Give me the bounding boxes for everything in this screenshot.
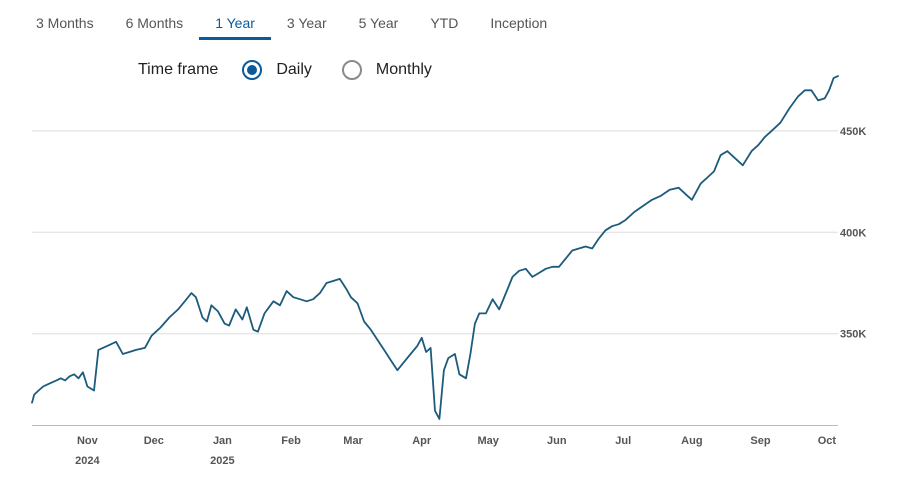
x-tick-label: May (477, 435, 499, 447)
x-tick-label: Jul (615, 435, 631, 447)
x-tick-label: Jun (547, 435, 567, 447)
tab-3-months[interactable]: 3 Months (36, 15, 94, 31)
x-tick-label: Apr (412, 435, 432, 447)
tab-3-year[interactable]: 3 Year (286, 15, 327, 31)
monthly-radio[interactable] (341, 60, 362, 80)
x-tick-year-label: 2024 (75, 455, 100, 467)
x-tick-label: Mar (343, 435, 363, 447)
x-tick-label: Jan (213, 435, 232, 447)
monthly-label: Monthly (375, 61, 432, 78)
y-tick-label: 450K (840, 126, 866, 138)
timeframe-option-monthly[interactable]: Monthly (341, 60, 432, 80)
daily-label: Daily (276, 61, 312, 78)
x-tick-label: Oct (818, 435, 837, 447)
x-tick-label: Dec (144, 435, 164, 447)
y-tick-label: 350K (840, 329, 866, 341)
x-tick-label: Nov (77, 435, 99, 447)
tab-5-year[interactable]: 5 Year (358, 15, 399, 31)
y-tick-label: 400K (840, 227, 866, 239)
x-tick-label: Aug (681, 435, 702, 447)
timeframe-selector: Time frame Daily Monthly (138, 56, 462, 84)
tab-1-year[interactable]: 1 Year (199, 6, 271, 40)
x-tick-label: Sep (750, 435, 770, 447)
x-tick-year-label: 2025 (210, 455, 234, 467)
tab-inception[interactable]: Inception (490, 15, 548, 31)
timeframe-label: Time frame (138, 61, 219, 78)
x-tick-label: Feb (281, 435, 301, 447)
tab-6-months[interactable]: 6 Months (125, 15, 184, 31)
daily-radio[interactable] (242, 60, 263, 80)
range-tabs: 3 Months 6 Months 1 Year 3 Year 5 Year Y… (20, 6, 563, 42)
series-line (31, 75, 839, 420)
tab-ytd[interactable]: YTD (430, 15, 459, 31)
timeframe-option-daily[interactable]: Daily (242, 60, 312, 80)
